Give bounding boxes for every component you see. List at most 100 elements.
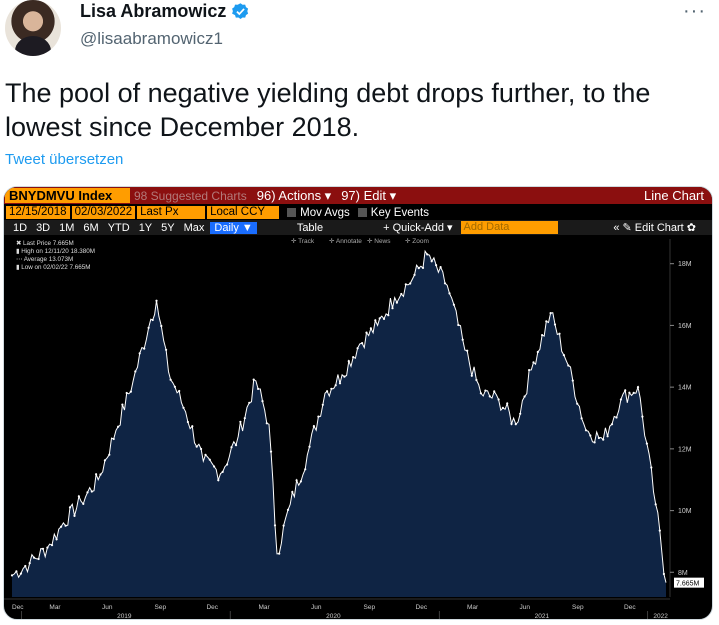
series-point [204, 453, 207, 456]
series-point [155, 299, 158, 302]
series-point [580, 417, 583, 420]
suggested-charts-button[interactable]: 98 Suggested Charts [134, 188, 247, 203]
series-point [395, 301, 398, 304]
series-point [343, 375, 346, 378]
x-tick-label: Jun [102, 604, 113, 611]
series-point [200, 447, 203, 451]
x-tick-label: Jun [311, 604, 322, 611]
chart-type-label: Line Chart [644, 188, 704, 203]
y-tick-label: 14M [678, 385, 692, 392]
series-point [282, 524, 285, 527]
series-point [497, 398, 500, 401]
series-point [443, 282, 447, 285]
start-date-field[interactable]: 12/15/2018 [6, 206, 70, 219]
series-point [553, 323, 557, 326]
series-point [147, 326, 150, 329]
series-point [628, 391, 631, 394]
edit-chart-button[interactable]: « ✎ Edit Chart ✿ [613, 222, 696, 234]
series-point [68, 506, 72, 509]
series-point [369, 327, 372, 330]
series-point [501, 406, 504, 409]
series-point [536, 350, 539, 354]
translate-tweet-link[interactable]: Tweet übersetzen [5, 151, 124, 168]
series-point [239, 420, 242, 423]
end-date-field[interactable]: 02/03/2022 [71, 206, 136, 219]
add-data-input[interactable]: Add Data [460, 221, 558, 234]
series-point [50, 544, 54, 547]
series-point [378, 317, 381, 320]
series-point [571, 379, 574, 382]
period-button-max[interactable]: Max [183, 221, 205, 234]
x-tick-label: Mar [258, 604, 270, 611]
series-point [326, 390, 329, 393]
period-button-1y[interactable]: 1Y [138, 221, 153, 234]
series-point [562, 354, 566, 357]
actions-menu[interactable]: 96) Actions ▾ [256, 187, 332, 203]
series-point [37, 557, 40, 561]
series-point [286, 508, 290, 511]
period-button-3d[interactable]: 3D [36, 221, 51, 234]
more-options-icon[interactable]: ··· [683, 0, 706, 22]
quick-add-button[interactable]: + Quick-Add ▾ [383, 222, 453, 234]
series-point [417, 267, 420, 270]
series-point [597, 436, 601, 440]
period-button-1m[interactable]: 1M [59, 221, 75, 234]
series-point [650, 466, 653, 469]
period-button-5y[interactable]: 5Y [161, 221, 175, 234]
series-point [576, 402, 579, 405]
x-tick-label: Mar [467, 604, 479, 611]
tweet-media-image[interactable]: BNYDMVU Index 98 Suggested Charts 96) Ac… [3, 186, 713, 620]
series-point [64, 524, 67, 527]
series-point [409, 282, 412, 285]
x-tick-label: Jun [519, 604, 530, 611]
series-point [208, 458, 211, 461]
series-point [308, 445, 311, 448]
x-tick-label: Dec [624, 604, 636, 611]
chart-svg: ✛ Track ✛ Annotate ✛ News ✛ Zoom 8M 10M 12M 14M… [4, 237, 704, 620]
series-point [514, 423, 517, 426]
mov-avgs-checkbox[interactable] [287, 208, 297, 217]
x-tick-label: Dec [206, 604, 218, 611]
series-point [248, 401, 251, 404]
series-point [165, 348, 168, 351]
price-field[interactable]: Last Px [137, 206, 206, 219]
x-year-label: 2020 [326, 613, 341, 620]
mov-avgs-label: Mov Avgs [300, 206, 350, 219]
series-point [46, 546, 49, 549]
verified-badge-icon [232, 3, 249, 20]
author-name-row: Lisa Abramowicz [80, 1, 250, 22]
series-point [400, 292, 403, 296]
series-point [430, 260, 433, 263]
series-point [461, 338, 464, 341]
key-events-checkbox[interactable] [357, 208, 367, 217]
user-handle[interactable]: @lisaabramowicz1 [80, 29, 223, 48]
series-point [606, 435, 609, 438]
period-button-ytd[interactable]: YTD [107, 221, 130, 234]
series-point [510, 422, 513, 425]
period-buttons: 1D 3D 1M 6M YTD 1Y 5Y Max [4, 222, 204, 234]
table-button[interactable]: Table [296, 221, 324, 234]
series-point [186, 420, 189, 424]
period-button-1d[interactable]: 1D [13, 221, 28, 234]
ticker-field[interactable]: BNYDMVU Index [5, 188, 130, 203]
series-point [493, 390, 496, 393]
x-tick-label: Dec [416, 604, 428, 611]
y-tick-label: 18M [678, 261, 692, 268]
frequency-dropdown[interactable]: Daily ▼ [210, 221, 257, 234]
display-name[interactable]: Lisa Abramowicz [80, 1, 227, 21]
avatar[interactable] [5, 0, 61, 56]
line-chart: ✛ Track ✛ Annotate ✛ News ✛ Zoom 8M 10M 12M 14M… [4, 235, 712, 620]
series-point [213, 465, 216, 468]
series-point [452, 303, 455, 306]
period-button-6m[interactable]: 6M [83, 221, 99, 234]
currency-field[interactable]: Local CCY [207, 206, 280, 219]
series-point [610, 423, 614, 426]
series-point [312, 425, 315, 428]
series-point [421, 266, 425, 269]
series-point [338, 382, 342, 385]
series-point [457, 323, 460, 327]
series-point [217, 479, 220, 482]
edit-menu[interactable]: 97) Edit ▾ [341, 187, 397, 203]
series-area [12, 251, 666, 597]
series-point [15, 570, 18, 573]
